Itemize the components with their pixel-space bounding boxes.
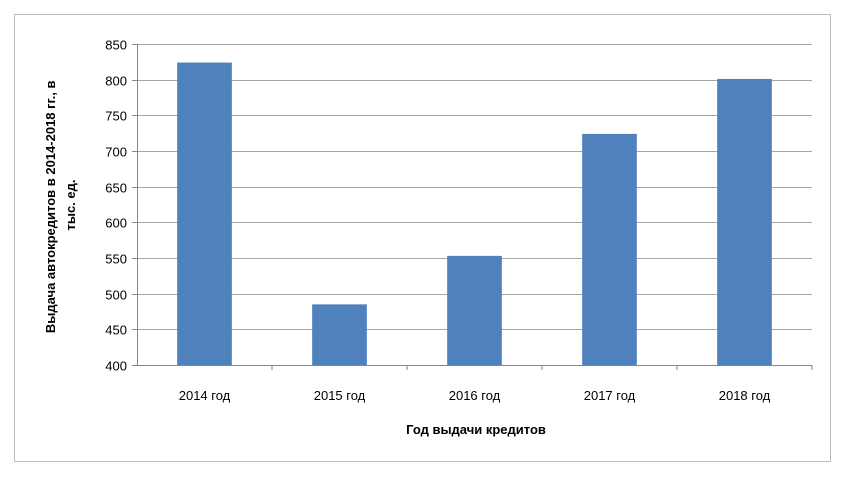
y-axis-title-line-2: тыс. ед. xyxy=(63,179,78,230)
x-tick-label: 2017 год xyxy=(584,388,636,403)
chart-frame xyxy=(14,14,831,462)
bars xyxy=(177,62,772,366)
x-tick-label: 2018 год xyxy=(719,388,771,403)
y-tick-label: 550 xyxy=(105,252,127,267)
y-tick-label: 450 xyxy=(105,323,127,338)
y-tick-label: 650 xyxy=(105,181,127,196)
tick-labels: 400 450 500 550 600 650 700 750 800 850 2014 год 20… xyxy=(105,38,770,404)
bar xyxy=(582,133,637,365)
x-axis-title: Год выдачи кредитов xyxy=(406,422,546,437)
y-tick-label: 400 xyxy=(105,359,127,374)
bar xyxy=(717,78,772,365)
y-tick-label: 600 xyxy=(105,216,127,231)
y-tick-label: 700 xyxy=(105,145,127,160)
y-tick-label: 850 xyxy=(105,38,127,53)
y-axis-title: Выдача автокредитов в 2014-2018 гг., в т… xyxy=(43,77,78,333)
y-axis-title-line-1: Выдача автокредитов в 2014-2018 гг., в xyxy=(43,80,58,333)
bar xyxy=(177,62,232,366)
y-tick-label: 750 xyxy=(105,109,127,124)
x-tick-label: 2015 год xyxy=(314,388,366,403)
x-tick-label: 2014 год xyxy=(179,388,231,403)
x-tick-label: 2016 год xyxy=(449,388,501,403)
y-tick-label: 800 xyxy=(105,74,127,89)
gridlines xyxy=(137,44,812,330)
bar xyxy=(312,304,367,365)
axes xyxy=(132,44,813,370)
y-tick-label: 500 xyxy=(105,288,127,303)
bar xyxy=(447,255,502,365)
